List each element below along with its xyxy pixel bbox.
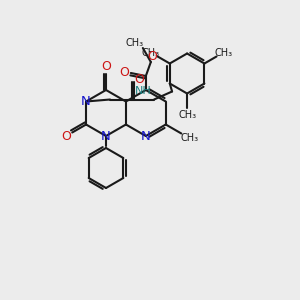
Text: N: N bbox=[101, 130, 111, 142]
Text: NH: NH bbox=[135, 85, 152, 95]
Text: CH₃: CH₃ bbox=[178, 110, 196, 121]
Text: CH₃: CH₃ bbox=[142, 47, 160, 58]
Text: O: O bbox=[147, 50, 157, 62]
Text: O: O bbox=[101, 61, 111, 74]
Text: N: N bbox=[141, 130, 151, 142]
Text: N: N bbox=[81, 95, 91, 108]
Text: CH₃: CH₃ bbox=[180, 133, 198, 143]
Text: CH₃: CH₃ bbox=[214, 47, 232, 58]
Text: CH₃: CH₃ bbox=[126, 38, 144, 48]
Text: O: O bbox=[134, 73, 144, 86]
Text: O: O bbox=[61, 130, 71, 142]
Text: O: O bbox=[119, 65, 129, 79]
